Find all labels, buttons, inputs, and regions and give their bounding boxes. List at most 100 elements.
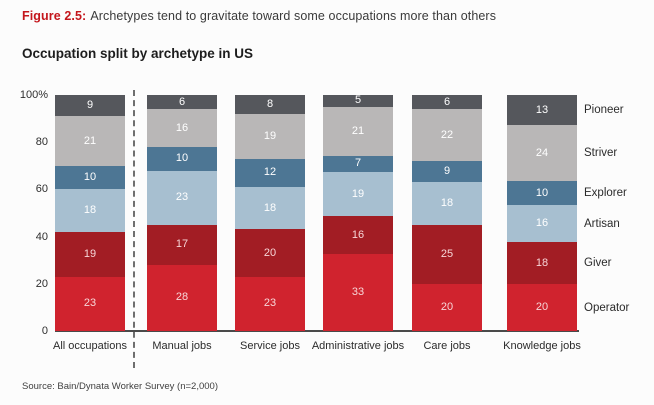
x-axis-label: Manual jobs bbox=[152, 340, 212, 352]
bar-segment-artisan: 19 bbox=[323, 172, 393, 217]
segment-value-label: 21 bbox=[351, 124, 365, 137]
segment-value-label: 12 bbox=[263, 166, 277, 179]
bar-segment-operator: 23 bbox=[55, 276, 125, 331]
bar-segment-striver: 21 bbox=[55, 116, 125, 166]
chart-subtitle: Occupation split by archetype in US bbox=[22, 46, 254, 61]
bar-segment-operator: 20 bbox=[507, 284, 577, 331]
source-note: Source: Bain/Dynata Worker Survey (n=2,0… bbox=[22, 381, 218, 392]
segment-value-label: 6 bbox=[443, 95, 451, 108]
bar-segment-artisan: 18 bbox=[235, 187, 305, 230]
bar-segment-pioneer: 9 bbox=[55, 95, 125, 117]
segment-value-label: 18 bbox=[263, 201, 277, 214]
segment-value-label: 9 bbox=[86, 99, 94, 112]
y-axis-tick-label: 60 bbox=[35, 183, 48, 196]
y-axis-tick-label: 40 bbox=[35, 230, 48, 243]
legend-label-giver: Giver bbox=[584, 257, 612, 270]
x-axis-label: All occupations bbox=[53, 340, 127, 352]
bar-segment-striver: 21 bbox=[323, 106, 393, 156]
bar-segment-giver: 16 bbox=[323, 216, 393, 254]
bar-segment-giver: 20 bbox=[235, 229, 305, 277]
segment-value-label: 23 bbox=[263, 297, 277, 310]
bar-manual-jobs: 6 16 10 23 17 28 bbox=[147, 95, 217, 331]
bar-segment-operator: 33 bbox=[323, 253, 393, 331]
segment-value-label: 7 bbox=[354, 157, 362, 170]
figure-title: Figure 2.5: Archetypes tend to gravitate … bbox=[22, 9, 496, 23]
legend-label-pioneer: Pioneer bbox=[584, 104, 624, 117]
segment-value-label: 10 bbox=[535, 186, 549, 199]
segment-value-label: 16 bbox=[175, 121, 189, 134]
bar-segment-explorer: 10 bbox=[147, 146, 217, 171]
bar-segment-giver: 19 bbox=[55, 231, 125, 277]
segment-value-label: 8 bbox=[266, 97, 274, 110]
bar-segment-striver: 22 bbox=[412, 109, 482, 162]
segment-value-label: 22 bbox=[440, 128, 454, 141]
x-axis-label: Service jobs bbox=[240, 340, 300, 352]
bar-knowledge-jobs: 13 24 10 16 18 20 bbox=[507, 95, 577, 331]
bar-segment-striver: 24 bbox=[507, 125, 577, 182]
bar-service-jobs: 8 19 12 18 20 23 bbox=[235, 95, 305, 331]
y-axis-tick-label: 80 bbox=[35, 136, 48, 149]
bar-segment-explorer: 9 bbox=[412, 161, 482, 183]
segment-value-label: 23 bbox=[175, 191, 189, 204]
segment-value-label: 21 bbox=[83, 134, 97, 147]
bar-segment-pioneer: 5 bbox=[323, 95, 393, 107]
bar-segment-giver: 25 bbox=[412, 224, 482, 284]
bar-segment-explorer: 12 bbox=[235, 158, 305, 188]
segment-value-label: 18 bbox=[535, 256, 549, 269]
bar-segment-giver: 17 bbox=[147, 224, 217, 265]
segment-value-label: 20 bbox=[535, 301, 549, 314]
bar-segment-artisan: 16 bbox=[507, 204, 577, 243]
y-axis-tick-label: 100% bbox=[19, 89, 48, 101]
figure-number-label: Figure 2.5: bbox=[22, 9, 87, 23]
segment-value-label: 19 bbox=[83, 247, 97, 260]
bar-segment-explorer: 10 bbox=[507, 181, 577, 205]
segment-value-label: 20 bbox=[263, 246, 277, 259]
y-axis-tick-label: 20 bbox=[35, 277, 48, 290]
x-axis-line bbox=[55, 330, 579, 332]
bar-segment-artisan: 18 bbox=[412, 182, 482, 225]
y-axis-tick-label: 0 bbox=[41, 325, 48, 337]
bar-segment-pioneer: 13 bbox=[507, 95, 577, 126]
segment-value-label: 10 bbox=[175, 152, 189, 165]
segment-value-label: 16 bbox=[351, 228, 365, 241]
x-axis-label: Administrative jobs bbox=[311, 340, 405, 352]
segment-value-label: 17 bbox=[175, 238, 189, 251]
bar-segment-pioneer: 6 bbox=[147, 95, 217, 110]
legend-label-striver: Striver bbox=[584, 147, 618, 160]
legend-label-operator: Operator bbox=[584, 301, 630, 314]
segment-value-label: 10 bbox=[83, 171, 97, 184]
bar-segment-pioneer: 8 bbox=[235, 95, 305, 114]
x-axis-label: Care jobs bbox=[423, 340, 471, 352]
bar-segment-explorer: 7 bbox=[323, 155, 393, 173]
bar-segment-operator: 28 bbox=[147, 264, 217, 331]
bar-care-jobs: 6 22 9 18 25 20 bbox=[412, 95, 482, 331]
segment-value-label: 19 bbox=[351, 187, 365, 200]
segment-value-label: 6 bbox=[178, 95, 186, 108]
bar-segment-operator: 20 bbox=[412, 283, 482, 331]
segment-value-label: 5 bbox=[354, 94, 362, 107]
segment-value-label: 20 bbox=[440, 300, 454, 313]
bar-segment-giver: 18 bbox=[507, 242, 577, 285]
bar-segment-artisan: 23 bbox=[147, 170, 217, 225]
segment-value-label: 19 bbox=[263, 129, 277, 142]
segment-value-label: 33 bbox=[351, 285, 365, 298]
segment-value-label: 25 bbox=[440, 247, 454, 260]
figure-title-text: Archetypes tend to gravitate toward some… bbox=[90, 9, 497, 23]
segment-value-label: 24 bbox=[535, 146, 549, 159]
bar-segment-striver: 16 bbox=[147, 109, 217, 147]
segment-value-label: 18 bbox=[440, 197, 454, 210]
bar-segment-striver: 19 bbox=[235, 113, 305, 159]
x-axis-label: Knowledge jobs bbox=[503, 340, 581, 352]
segment-value-label: 13 bbox=[535, 103, 549, 116]
legend-label-artisan: Artisan bbox=[584, 217, 620, 230]
segment-value-label: 18 bbox=[83, 204, 97, 217]
all-occupations-divider-line bbox=[133, 90, 135, 368]
segment-value-label: 23 bbox=[83, 297, 97, 310]
bar-segment-explorer: 10 bbox=[55, 165, 125, 190]
segment-value-label: 28 bbox=[175, 291, 189, 304]
bar-all-occupations: 9 21 10 18 19 23 bbox=[55, 95, 125, 331]
segment-value-label: 16 bbox=[535, 217, 549, 229]
bar-administrative-jobs: 5 21 7 19 16 33 bbox=[323, 95, 393, 331]
